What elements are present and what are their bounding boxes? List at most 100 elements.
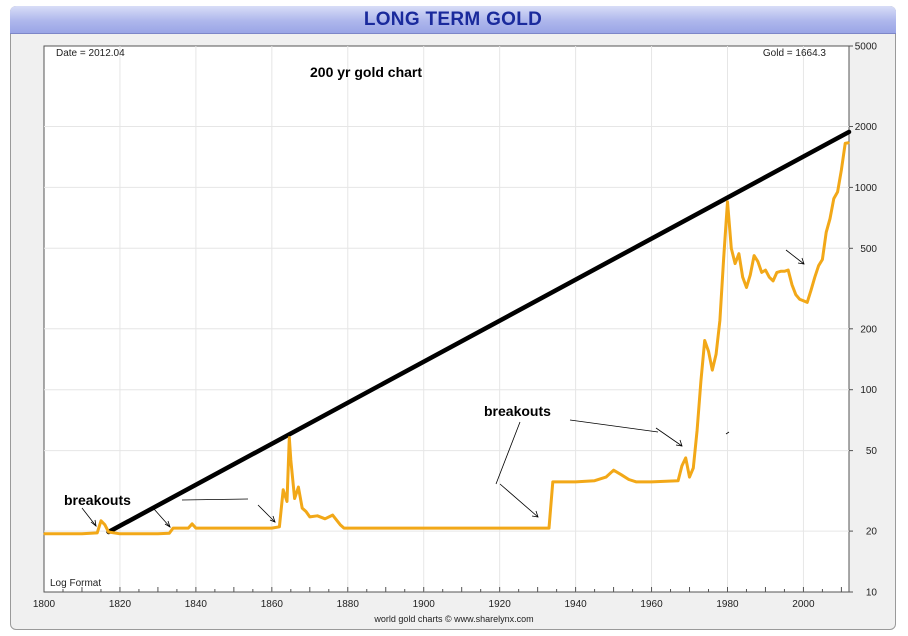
gold-price-point bbox=[684, 457, 687, 459]
gold-price-point bbox=[810, 289, 812, 292]
gold-price-point bbox=[787, 269, 790, 271]
gold-price-point bbox=[650, 481, 653, 483]
gold-price-point bbox=[103, 523, 106, 526]
trendline bbox=[106, 129, 852, 535]
y-tick-label: 1000 bbox=[855, 183, 878, 194]
gold-price-point bbox=[776, 271, 778, 274]
y-tick-label: 500 bbox=[860, 244, 877, 255]
gold-price-point bbox=[829, 217, 831, 220]
y-tick-label: 200 bbox=[860, 324, 877, 335]
gold-price-point bbox=[783, 270, 786, 273]
gold-price-point bbox=[168, 532, 171, 535]
gold-price-point bbox=[798, 298, 801, 301]
gold-price-point bbox=[331, 514, 334, 516]
arrow-1834 bbox=[153, 508, 171, 528]
gold-price-point bbox=[696, 429, 698, 432]
x-tick-label: 1940 bbox=[564, 599, 587, 610]
gold-price-point bbox=[288, 436, 291, 439]
gold-price-point bbox=[81, 532, 83, 535]
gold-price-point bbox=[791, 284, 793, 286]
gold-price-point bbox=[779, 270, 782, 273]
gold-price-point bbox=[43, 532, 45, 535]
gold-price-point bbox=[195, 527, 197, 529]
x-tick-label: 1860 bbox=[261, 599, 284, 610]
gold-price-point bbox=[848, 141, 850, 144]
gold-price-point bbox=[688, 476, 691, 478]
gold-price-point bbox=[715, 353, 717, 355]
gold-price-point bbox=[741, 276, 744, 278]
y-tick-label: 5000 bbox=[855, 42, 878, 53]
gold-price-point bbox=[100, 519, 102, 522]
gold-price-point bbox=[172, 527, 174, 529]
gold-label: Gold = 1664.3 bbox=[763, 48, 827, 59]
gold-price-point bbox=[802, 300, 805, 302]
gold-price-point bbox=[119, 532, 121, 535]
gold-price-point bbox=[814, 276, 816, 278]
footer-credit: world gold charts © www.sharelynx.com bbox=[374, 614, 534, 624]
gold-price-point bbox=[681, 465, 683, 467]
title-bar: LONG TERM GOLD bbox=[10, 6, 896, 34]
arrow-1862 bbox=[257, 504, 276, 523]
gold-price-point bbox=[726, 200, 729, 203]
breakouts-label-left: breakouts bbox=[64, 492, 131, 508]
gold-price-point bbox=[605, 476, 607, 478]
series-layer bbox=[43, 129, 852, 536]
x-tick-label: 1800 bbox=[33, 599, 56, 610]
gold-price-point bbox=[96, 532, 98, 534]
gold-price-point bbox=[745, 286, 748, 289]
gold-price-point bbox=[301, 507, 304, 509]
breakouts-label-right: breakouts bbox=[484, 403, 551, 419]
gold-price-point bbox=[343, 527, 345, 529]
x-tick-label: 1900 bbox=[413, 599, 436, 610]
gold-price-point bbox=[191, 523, 193, 525]
gold-price-point bbox=[635, 481, 638, 483]
x-tick-label: 1920 bbox=[489, 599, 512, 610]
arrow-1815 bbox=[81, 507, 97, 527]
axis-layer: 10 20 50 100 200 500 1000 2000 5000 1800 1820 1840 1… bbox=[33, 42, 878, 611]
gold-price-point bbox=[692, 467, 695, 469]
gold-price-point bbox=[821, 258, 824, 261]
y-tick-label: 10 bbox=[866, 588, 878, 599]
gold-price-point bbox=[806, 301, 809, 304]
gold-price-point bbox=[825, 231, 828, 234]
chart-note: 200 yr gold chart bbox=[310, 64, 422, 80]
gold-price-point bbox=[757, 260, 759, 263]
arrow-1968 bbox=[655, 427, 683, 447]
gold-price-point bbox=[574, 481, 577, 483]
gold-price-point bbox=[734, 262, 736, 265]
gold-price-point bbox=[612, 469, 615, 472]
gold-price-point bbox=[844, 142, 847, 145]
arrow-1933-line bbox=[495, 421, 521, 485]
gold-price-point bbox=[187, 527, 190, 529]
date-label: Date = 2012.04 bbox=[56, 48, 125, 59]
gold-price-point bbox=[772, 280, 774, 282]
arrowhead-1815 bbox=[90, 519, 97, 527]
arrow-1862-line bbox=[181, 498, 249, 501]
x-tick-label: 1960 bbox=[640, 599, 663, 610]
x-tick-label: 1980 bbox=[716, 599, 739, 610]
gold-price-point bbox=[722, 256, 725, 259]
y-tick-label: 100 bbox=[860, 385, 877, 396]
gold-price-point bbox=[817, 264, 820, 267]
gold-price-point bbox=[278, 526, 281, 528]
y-tick-label: 20 bbox=[866, 527, 878, 538]
gold-price-point bbox=[316, 515, 319, 517]
x-tick-label: 1840 bbox=[185, 599, 208, 610]
arrowhead-1834 bbox=[164, 520, 171, 528]
x-tick-label: 1880 bbox=[337, 599, 360, 610]
gold-price-point bbox=[271, 527, 273, 529]
tick-mark bbox=[725, 431, 730, 435]
gold-price-point bbox=[677, 479, 679, 482]
gold-price-point bbox=[836, 191, 839, 193]
gold-price-point bbox=[730, 247, 733, 250]
gold-price-point bbox=[290, 459, 292, 461]
gold-price-point bbox=[309, 516, 311, 518]
gold-price-point bbox=[711, 369, 714, 371]
gold-price-point bbox=[593, 479, 596, 482]
gold-price-point bbox=[753, 254, 755, 257]
gold-price-point bbox=[548, 527, 550, 529]
gold-price-point bbox=[833, 197, 835, 200]
plot-area bbox=[43, 45, 850, 593]
x-tick-label: 2000 bbox=[792, 599, 815, 610]
